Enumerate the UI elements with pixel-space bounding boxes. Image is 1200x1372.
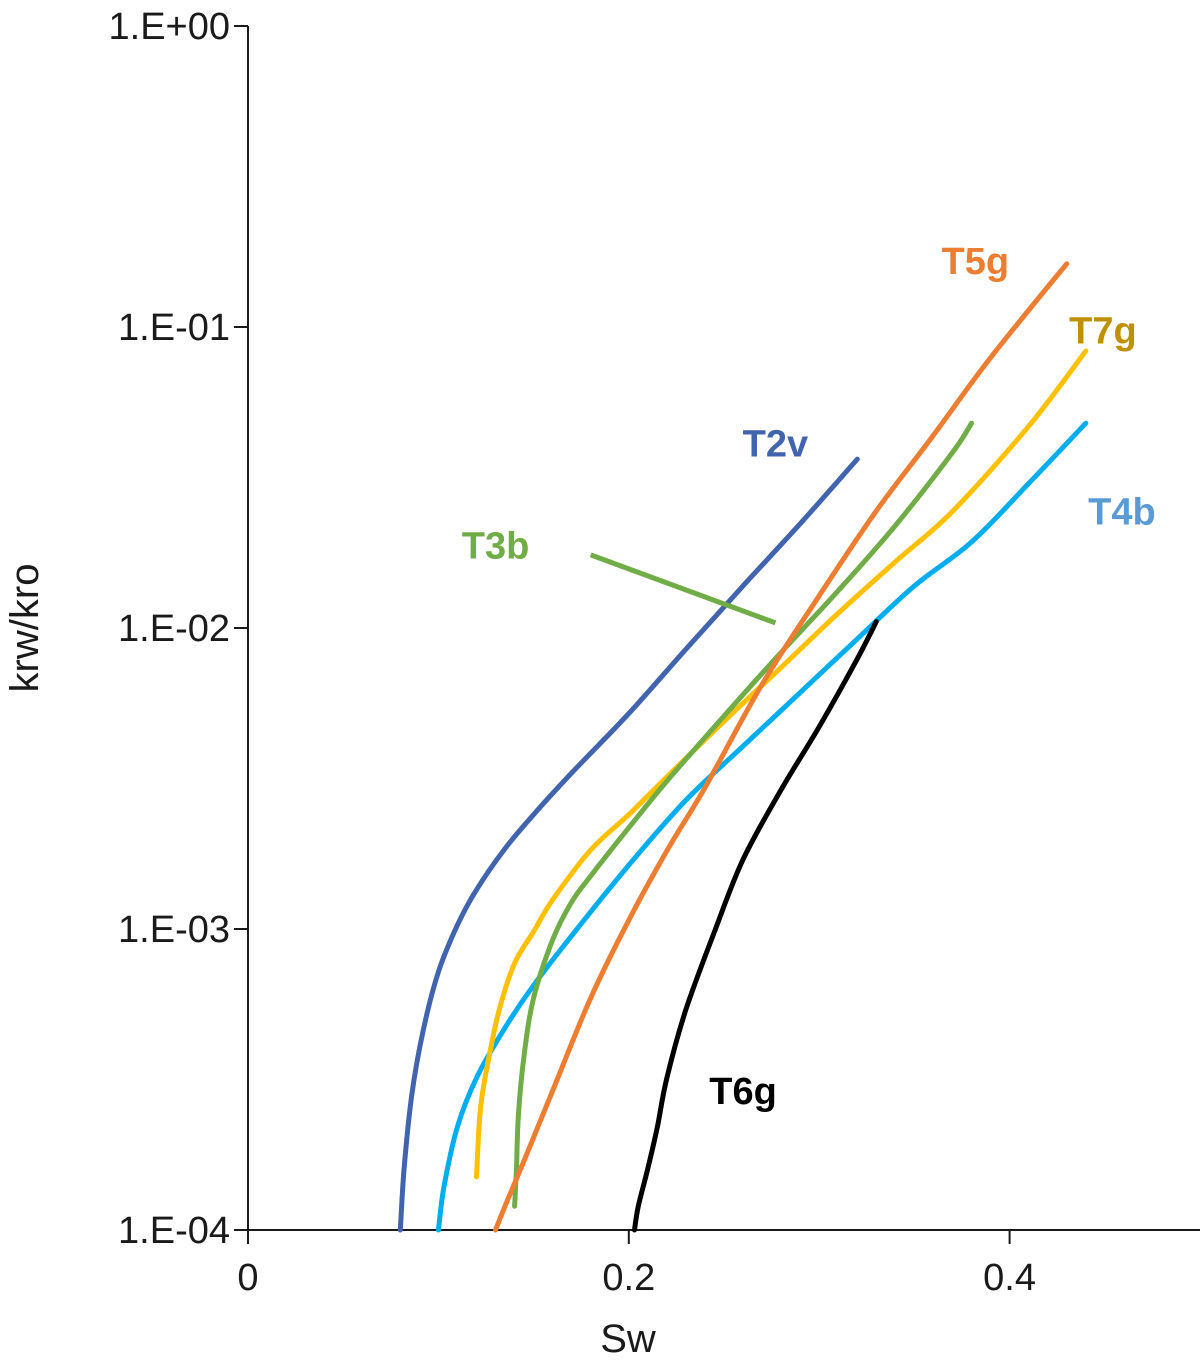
axes: 1.E-04 1.E-03 1.E-02 1.E-01 1.E+00 0 0.2 0.4 xyxy=(109,6,1200,1299)
x-tick-label: 0 xyxy=(237,1257,258,1299)
x-tick-label: 0.4 xyxy=(983,1257,1036,1299)
series-label-t4b: T4b xyxy=(1088,491,1156,533)
x-tick-label: 0.2 xyxy=(602,1257,655,1299)
y-tick-label: 1.E-02 xyxy=(118,608,230,650)
series-line-t7g xyxy=(474,348,1089,1180)
series-label-t2v: T2v xyxy=(743,424,808,466)
y-tick-label: 1.E-04 xyxy=(118,1210,230,1252)
series-label-t3b: T3b xyxy=(462,525,530,567)
y-tick-label: 1.E-01 xyxy=(118,307,230,349)
y-axis-title: krw/kro xyxy=(3,564,47,693)
label-pointer-line xyxy=(589,552,777,626)
series-line-t4b xyxy=(435,420,1089,1233)
y-tick-label: 1.E+00 xyxy=(109,6,231,48)
series-label-t6g: T6g xyxy=(709,1071,777,1113)
series-labels: T2v T3b T4b T5g T7g T6g xyxy=(462,241,1156,1113)
series-label-t7g: T7g xyxy=(1069,311,1137,353)
x-axis-title: Sw xyxy=(600,1317,656,1361)
series-line-t3b xyxy=(512,420,974,1209)
series-line-t2v xyxy=(397,456,860,1233)
y-tick-label: 1.E-03 xyxy=(118,909,230,951)
series-line-t5g xyxy=(493,261,1070,1233)
series-lines xyxy=(397,261,1089,1233)
series-label-t5g: T5g xyxy=(942,241,1010,283)
series-line-t6g xyxy=(632,619,879,1233)
